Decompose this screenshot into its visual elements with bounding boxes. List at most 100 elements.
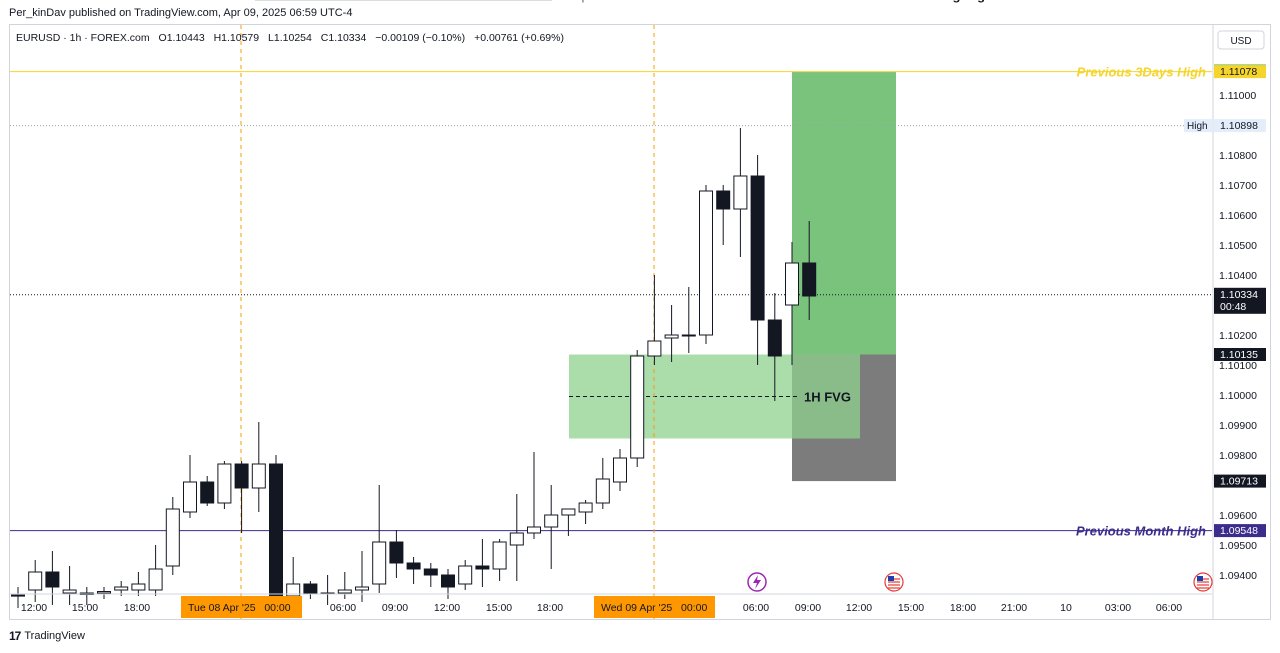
- candle[interactable]: [716, 185, 731, 245]
- currency-button[interactable]: [1217, 30, 1265, 50]
- legend-high: H1.10579: [213, 32, 260, 44]
- price-tag[interactable]: 1.10135: [1214, 348, 1266, 361]
- candle[interactable]: [458, 560, 473, 590]
- candle-body: [148, 568, 163, 591]
- candle[interactable]: [475, 539, 490, 587]
- candle[interactable]: [303, 581, 318, 599]
- candle[interactable]: [767, 293, 782, 401]
- candle-body: [475, 565, 490, 570]
- candle-body: [165, 508, 180, 567]
- lightning-event-icon[interactable]: [747, 572, 767, 592]
- candle[interactable]: [681, 287, 696, 353]
- price-tick-label: 1.10200: [1219, 330, 1257, 342]
- chart-frame[interactable]: [9, 24, 1271, 620]
- us-flag-event-icon[interactable]: [884, 572, 904, 592]
- candle[interactable]: [234, 461, 249, 533]
- take-profit-zone[interactable]: [792, 71, 896, 355]
- candle[interactable]: [595, 458, 610, 509]
- fvg-zone[interactable]: [569, 354, 860, 439]
- candle[interactable]: [527, 452, 541, 539]
- candle-body: [200, 481, 215, 504]
- candle[interactable]: [97, 587, 111, 599]
- candle[interactable]: [62, 566, 77, 605]
- time-marker-tag[interactable]: Wed 09 Apr '25 00:00: [594, 596, 715, 618]
- candle[interactable]: [372, 485, 387, 593]
- currency-label[interactable]: USD: [1230, 36, 1251, 47]
- candle-body: [183, 481, 197, 513]
- price-tick-label: 1.09900: [1219, 420, 1257, 432]
- candle[interactable]: [131, 572, 146, 596]
- candle[interactable]: [389, 530, 404, 578]
- footer-brand[interactable]: TradingView: [24, 630, 85, 642]
- candle[interactable]: [11, 587, 25, 608]
- candle[interactable]: [337, 572, 352, 599]
- candle[interactable]: [578, 500, 593, 524]
- price-tag[interactable]: 1.09713: [1214, 474, 1266, 488]
- candle[interactable]: [647, 275, 662, 365]
- us-flag-event-icon[interactable]: [1193, 572, 1213, 592]
- candle[interactable]: [664, 305, 679, 362]
- price-tag[interactable]: 1.09548: [1214, 524, 1266, 538]
- time-tick-label: 18:00: [950, 602, 976, 614]
- price-tag[interactable]: 1.10898 High: [1184, 119, 1266, 133]
- candle-body: [28, 571, 43, 591]
- candle-body: [251, 463, 266, 489]
- candle[interactable]: [269, 455, 283, 602]
- time-tick-label: 06:00: [1156, 602, 1182, 614]
- price-tick-label: 1.10000: [1219, 390, 1257, 402]
- candle[interactable]: [733, 128, 748, 257]
- time-marker-label: Tue 08 Apr '25 00:00: [188, 602, 291, 614]
- candle[interactable]: [406, 557, 421, 584]
- candle[interactable]: [45, 551, 60, 605]
- time-tick-label: 09:00: [795, 602, 821, 614]
- candle[interactable]: [200, 476, 215, 506]
- time-tick-label: 21:00: [1001, 602, 1027, 614]
- price-axis: USD 1.11000 1.10800 1.10700 1.10600 1.10500 1.…: [1184, 25, 1266, 619]
- candle[interactable]: [613, 449, 627, 491]
- candle[interactable]: [251, 422, 266, 512]
- candle[interactable]: [165, 497, 180, 575]
- candle-body: [11, 594, 25, 597]
- candle-body: [441, 574, 455, 588]
- candle[interactable]: [320, 575, 335, 605]
- candle[interactable]: [492, 539, 507, 581]
- legend-change: −0.00109 (−0.10%): [375, 32, 466, 44]
- price-tick-label: 1.10100: [1219, 360, 1257, 372]
- time-marker-tag[interactable]: Tue 08 Apr '25 00:00: [181, 596, 302, 618]
- tradingview-logo-icon[interactable]: 17: [9, 629, 21, 643]
- candle[interactable]: [544, 485, 559, 569]
- candle[interactable]: [28, 560, 43, 602]
- price-tag[interactable]: 1.11078: [1214, 65, 1266, 79]
- candle[interactable]: [630, 350, 645, 467]
- previous-3days-high-label: Previous 3Days High: [1077, 65, 1206, 80]
- candle[interactable]: [509, 494, 524, 581]
- candle[interactable]: [750, 155, 765, 365]
- price-tick-label: 1.09400: [1219, 570, 1257, 582]
- candle[interactable]: [183, 455, 197, 518]
- candle[interactable]: [802, 221, 817, 320]
- price-tick-label: 1.11000: [1219, 90, 1256, 102]
- previous-month-high-label: Previous Month High: [1076, 524, 1206, 539]
- legend-symbol[interactable]: EURUSD · 1h · FOREX.com: [16, 32, 150, 44]
- candle-body: [767, 319, 782, 357]
- price-tag-bg: [1214, 119, 1266, 133]
- candle[interactable]: [148, 545, 163, 596]
- price-tick-label: 1.10400: [1219, 270, 1257, 282]
- candle[interactable]: [217, 461, 232, 509]
- swing-high-label: Swing High: [922, 0, 993, 3]
- candle[interactable]: [423, 563, 438, 587]
- candle-body: [647, 340, 662, 357]
- price-tag-countdown: 00:48: [1220, 301, 1246, 313]
- time-tick-label: 03:00: [1105, 602, 1131, 614]
- price-tick-label: 1.09800: [1219, 450, 1257, 462]
- candle-body: [595, 478, 610, 504]
- publisher-line: Per_kinDav published on TradingView.com,…: [9, 7, 353, 19]
- candle[interactable]: [699, 185, 713, 344]
- candle[interactable]: [561, 508, 576, 536]
- candle-body: [699, 190, 713, 336]
- price-tag-bg: [1214, 287, 1266, 314]
- candle-body: [509, 532, 524, 546]
- candle[interactable]: [785, 242, 799, 365]
